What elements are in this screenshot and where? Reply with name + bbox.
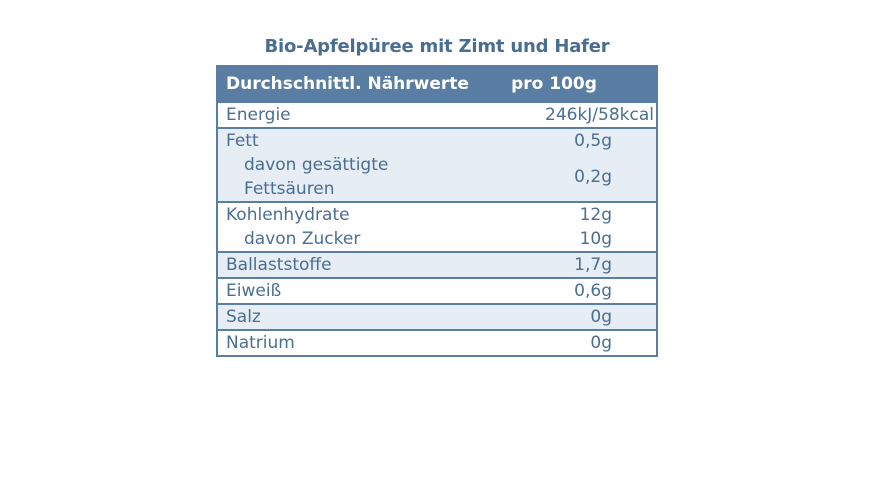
table-row: davon gesättigte Fettsäuren 0,2g <box>218 153 656 201</box>
row-value-natrium: 0g <box>590 333 612 353</box>
row-label-gesaettigte-line2: Fettsäuren <box>244 179 335 199</box>
row-value-fett: 0,5g <box>574 131 612 151</box>
page-title: Bio-Apfelpüree mit Zimt und Hafer <box>264 36 610 57</box>
row-value-zucker: 10g <box>579 229 612 249</box>
row-label-gesaettigte: davon gesättigte Fettsäuren <box>218 153 432 201</box>
table-row: Kohlenhydrate 12g <box>218 203 656 227</box>
table-header: Durchschnittl. Nährwerte pro 100g <box>218 67 656 101</box>
row-value-salz: 0g <box>590 307 612 327</box>
row-label-energie: Energie <box>226 105 291 125</box>
row-group-eiweiss: Eiweiß 0,6g <box>218 277 656 303</box>
table-row: Natrium 0g <box>218 331 656 355</box>
row-label-kohlenhydrate: Kohlenhydrate <box>226 205 350 225</box>
row-group-kohlenhydrate: Kohlenhydrate 12g davon Zucker 10g <box>218 201 656 251</box>
row-label-gesaettigte-line1: davon gesättigte <box>244 155 389 175</box>
row-value-ballaststoffe: 1,7g <box>574 255 612 275</box>
row-group-ballaststoffe: Ballaststoffe 1,7g <box>218 251 656 277</box>
row-value-energie: 246kJ/58kcal <box>545 105 654 125</box>
row-value-eiweiss: 0,6g <box>574 281 612 301</box>
row-value-gesaettigte: 0,2g <box>574 167 612 187</box>
table-row: davon Zucker 10g <box>218 227 656 251</box>
row-label-ballaststoffe: Ballaststoffe <box>226 255 332 275</box>
row-label-fett: Fett <box>226 131 259 151</box>
table-row: Eiweiß 0,6g <box>218 279 656 303</box>
row-group-energie: Energie 246kJ/58kcal <box>218 101 656 127</box>
table-row: Salz 0g <box>218 305 656 329</box>
nutrition-table: Durchschnittl. Nährwerte pro 100g Energi… <box>216 65 658 357</box>
table-row: Ballaststoffe 1,7g <box>218 253 656 277</box>
row-value-kohlenhydrate: 12g <box>579 205 612 225</box>
row-label-eiweiss: Eiweiß <box>226 281 282 301</box>
row-label-natrium: Natrium <box>226 333 295 353</box>
row-group-natrium: Natrium 0g <box>218 329 656 355</box>
row-label-zucker: davon Zucker <box>244 229 361 249</box>
table-row: Energie 246kJ/58kcal <box>218 103 656 127</box>
table-row: Fett 0,5g <box>218 129 656 153</box>
row-label-salz: Salz <box>226 307 261 327</box>
header-label: Durchschnittl. Nährwerte <box>226 74 469 94</box>
header-value: pro 100g <box>511 74 597 94</box>
row-group-salz: Salz 0g <box>218 303 656 329</box>
row-group-fett: Fett 0,5g davon gesättigte Fettsäuren 0,… <box>218 127 656 201</box>
